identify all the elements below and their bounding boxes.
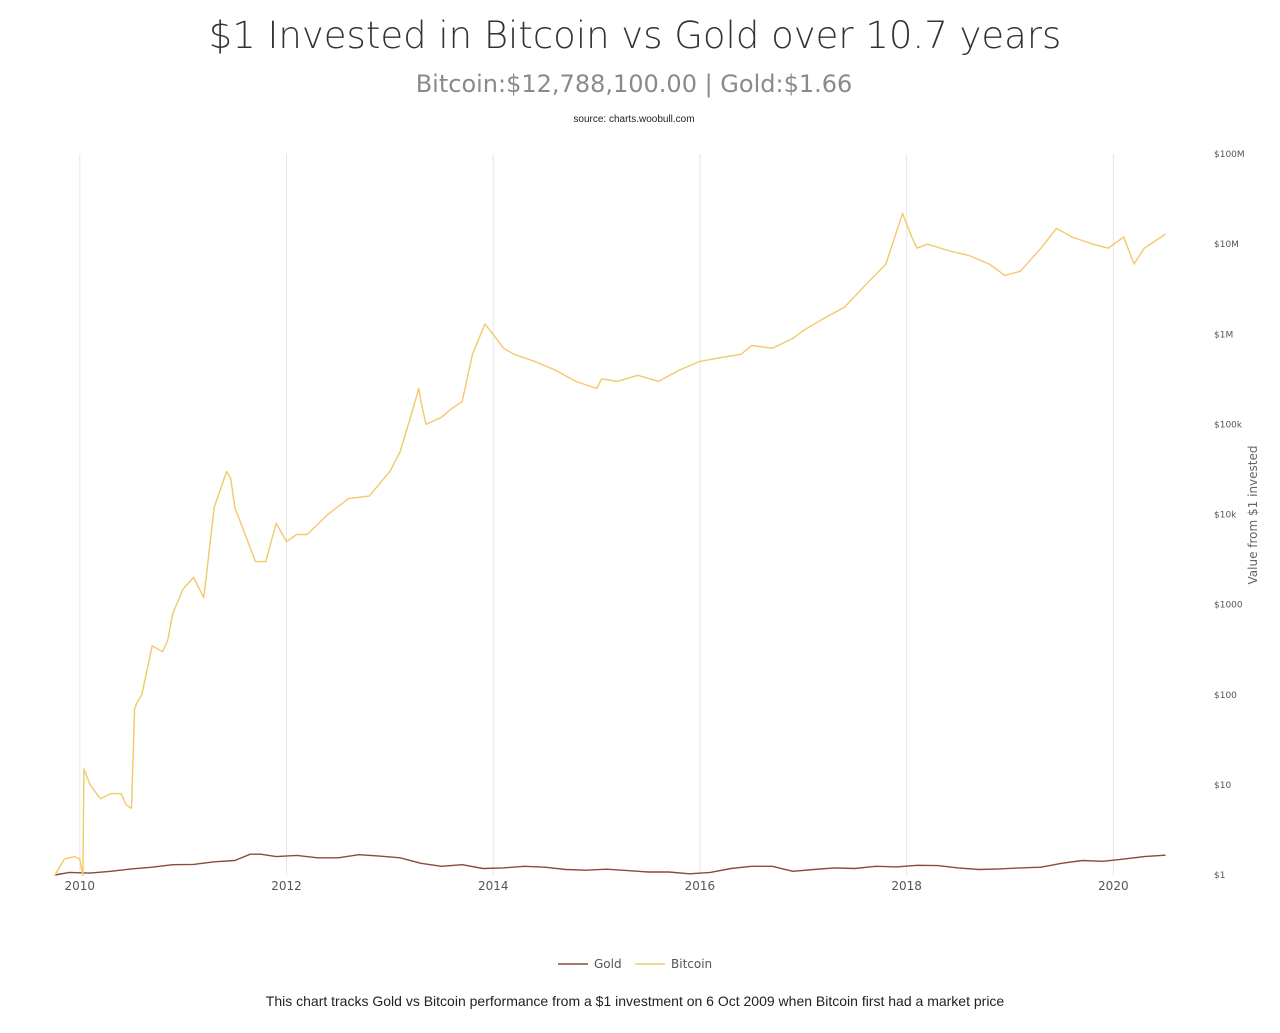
y-tick-label: $100k [1214,420,1243,430]
chart-title: $1 Invested in Bitcoin vs Gold over 10.7… [208,14,1062,57]
x-tick-label: 2018 [891,879,922,893]
series-line-bitcoin[interactable] [54,212,1166,877]
y-tick-label: $1 [1214,871,1225,881]
y-tick-label: $1M [1214,330,1233,340]
y-axis-label: Value from $1 invested [1246,446,1260,585]
legend[interactable]: Gold Bitcoin [558,957,712,971]
chart-subtitle: Bitcoin:$12,788,100.00 | Gold:$1.66 [415,70,853,98]
x-tick-label: 2012 [271,879,302,893]
y-tick-label: $100 [1214,691,1237,701]
y-tick-label: $1000 [1214,601,1243,611]
legend-label: Gold [594,957,622,971]
series-lines [54,212,1166,877]
y-axis-ticks: $1 $10 $100 $1000 $10k $100k $1M $10M $100M [1214,150,1245,881]
grid-lines [79,154,1114,875]
chart-footnote: This chart tracks Gold vs Bitcoin perfor… [265,993,1005,1009]
legend-label: Bitcoin [671,957,712,971]
chart-source: source: charts.woobull.com [573,114,695,125]
legend-item-bitcoin[interactable]: Bitcoin [635,957,712,971]
y-tick-label: $10M [1214,240,1239,250]
y-tick-label: $10 [1214,781,1231,791]
series-line-gold[interactable] [54,853,1166,876]
x-tick-label: 2020 [1098,879,1129,893]
y-tick-label: $10k [1214,511,1237,521]
x-tick-label: 2016 [685,879,716,893]
legend-item-gold[interactable]: Gold [558,957,622,971]
x-tick-label: 2014 [478,879,509,893]
x-axis-ticks: 2010 2012 2014 2016 2018 2020 [65,879,1129,893]
y-tick-label: $100M [1214,150,1245,160]
x-tick-label: 2010 [65,879,96,893]
